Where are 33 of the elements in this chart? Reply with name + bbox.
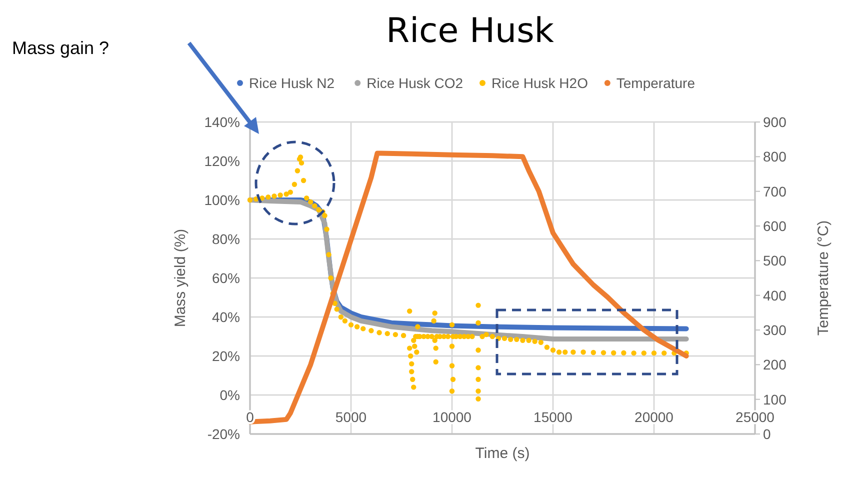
x-tick-label: 10000: [432, 409, 472, 425]
legend-label: Rice Husk N2: [249, 75, 335, 91]
y2-axis-title: Temperature (°C): [815, 220, 832, 336]
legend-label: Temperature: [616, 75, 696, 91]
text: Mass gain ?: [12, 38, 110, 58]
legend-label: Rice Husk CO2: [366, 75, 464, 91]
y-tick-label: 100%: [204, 192, 240, 208]
y2-tick-label: 100: [763, 391, 787, 408]
y-tick-label: 0%: [220, 387, 240, 403]
y-tick-label: 120%: [204, 153, 240, 169]
y2-tick-label: 800: [763, 148, 787, 165]
y-tick-label: 60%: [212, 270, 240, 286]
x-tick-label: 20000: [634, 409, 674, 425]
y2-tick-label: 0: [763, 426, 771, 442]
y2-tick-label: 300: [763, 322, 787, 338]
y-tick-label: 80%: [212, 231, 240, 247]
y2-tick-label: 200: [763, 356, 787, 373]
y2-tick-label: 900: [763, 114, 787, 130]
legend-label: Rice Husk H2O: [492, 75, 588, 91]
x-tick-label: 5000: [335, 409, 367, 425]
y2-tick-label: 400: [763, 287, 787, 304]
x-axis-title: Time (s): [475, 445, 530, 462]
x-tick-label: 25000: [736, 409, 775, 425]
y2-tick-label: 500: [763, 252, 787, 269]
y2-tick-label: 700: [763, 183, 787, 200]
y2-tick-label: 600: [763, 218, 787, 234]
y-tick-label: 140%: [204, 114, 240, 130]
y-tick-label: -20%: [207, 426, 240, 442]
y-tick-label: 20%: [212, 348, 240, 364]
x-tick-label: 15000: [534, 409, 573, 425]
y-axis-title: Mass yield (%): [172, 228, 189, 328]
y-tick-label: 40%: [212, 309, 240, 325]
chart-title: Rice Husk: [386, 11, 554, 51]
